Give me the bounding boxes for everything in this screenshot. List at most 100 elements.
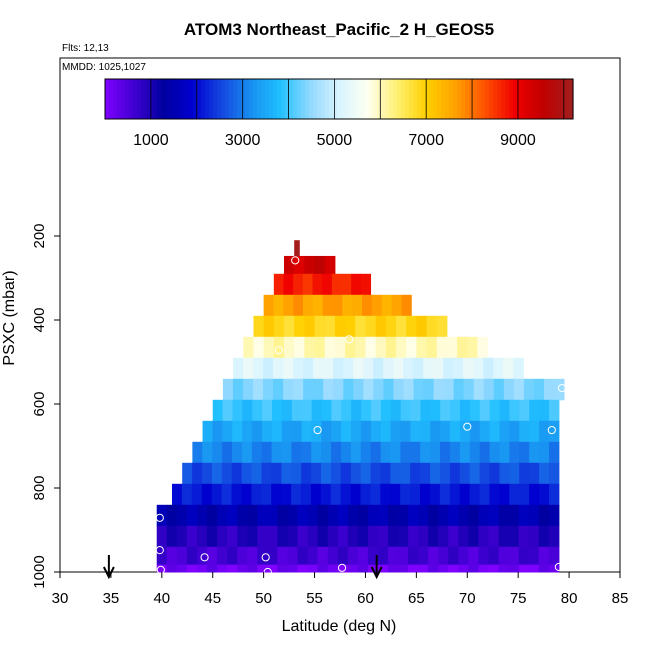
heatmap-cell [433,378,445,401]
colorbar-cell [485,79,490,119]
heatmap-cell [233,357,244,380]
heatmap-cell [529,462,540,485]
heatmap-cell [539,462,550,485]
colorbar-cell [117,79,122,119]
heatmap-cell [436,315,448,338]
y-tick-label: 200 [31,223,48,248]
heatmap-cell [273,336,285,359]
heatmap-cell [311,441,322,464]
heatmap-cell [440,420,451,443]
x-axis: 30 35 40 45 50 55 60 65 70 75 80 85 [52,572,628,607]
heatmap-cells [156,240,565,573]
heatmap-cell [156,546,168,566]
heatmap-cell [499,483,510,506]
colorbar-cell [213,79,218,119]
heatmap-cell [420,462,431,485]
colorbar-cell [493,79,498,119]
heatmap-cell [370,399,382,422]
heatmap-cell [314,255,326,275]
x-tick-label: 35 [103,590,120,607]
heatmap-cell [360,273,372,296]
heatmap-cell [312,294,324,317]
heatmap-cell [267,564,278,573]
heatmap-cell [518,546,530,566]
heatmap-cell [345,315,356,338]
heatmap-cell [291,483,302,506]
heatmap-cell [331,273,343,296]
heatmap-cell [539,441,550,464]
heatmap-cell [390,441,401,464]
heatmap-cell [227,525,238,548]
heatmap-cell [377,546,389,566]
heatmap-cell [313,357,324,380]
heatmap-cell [430,420,441,443]
colorbar-cell [465,79,470,119]
heatmap-cell [324,255,336,275]
colorbar-cell [349,79,354,119]
heatmap-cell [324,315,336,338]
heatmap-cell [385,336,397,359]
heatmap-cell [489,483,500,506]
colorbar-cell [397,79,402,119]
colorbar-cell [281,79,286,119]
heatmap-cell [186,525,198,548]
heatmap-cell [283,378,294,401]
colorbar-cell [457,79,462,119]
heatmap-cell [528,525,540,548]
heatmap-cell [331,441,342,464]
colorbar-cell [533,79,538,119]
heatmap-cell [311,420,322,443]
heatmap-cell [261,483,272,506]
heatmap-cell [438,504,449,527]
colorbar-cell [313,79,318,119]
heatmap-cell [539,483,550,506]
heatmap-cell [307,525,319,548]
heatmap-cell [548,462,560,485]
heatmap-cell [267,504,278,527]
heatmap-cell [408,564,419,573]
heatmap-cell [503,378,515,401]
heatmap-cell [430,399,441,422]
heatmap-cell [509,399,520,422]
heatmap-cell [401,294,412,317]
heatmap-cell [322,294,334,317]
heatmap-cell [166,504,178,527]
heatmap-cell [293,273,304,296]
heatmap-cell [400,483,411,506]
heatmap-cell [323,357,334,380]
heatmap-cell [519,399,530,422]
heatmap-cell [509,441,520,464]
heatmap-cell [283,273,294,296]
heatmap-cell [406,315,417,338]
heatmap-cell [479,399,491,422]
heatmap-cell [549,399,560,422]
heatmap-cell [519,462,530,485]
heatmap-cell [390,399,402,422]
heatmap-cell [271,483,282,506]
heatmap-cell [387,564,399,573]
heatmap-cell [242,420,253,443]
heatmap-cell [291,420,303,443]
observation-point [200,553,209,562]
heatmap-cell [449,483,461,506]
heatmap-cell [307,564,319,573]
heatmap-cell [217,504,228,527]
heatmap-cell [499,441,510,464]
heatmap-cell [396,315,407,338]
heatmap-cell [327,564,339,573]
heatmap-cell [237,546,248,566]
heatmap-cell [257,525,268,548]
heatmap-cell [321,420,332,443]
heatmap-cell [473,357,484,380]
heatmap-cell [196,546,208,566]
heatmap-cell [426,315,438,338]
heatmap-cell [469,441,481,464]
heatmap-cell [247,525,258,548]
heatmap-cell [333,357,344,380]
heatmap-cell [310,483,322,506]
heatmap-cell [353,357,364,380]
heatmap-cell [263,357,274,380]
heatmap-cell [243,336,254,359]
heatmap-cell [400,441,411,464]
heatmap-cell [253,315,265,338]
